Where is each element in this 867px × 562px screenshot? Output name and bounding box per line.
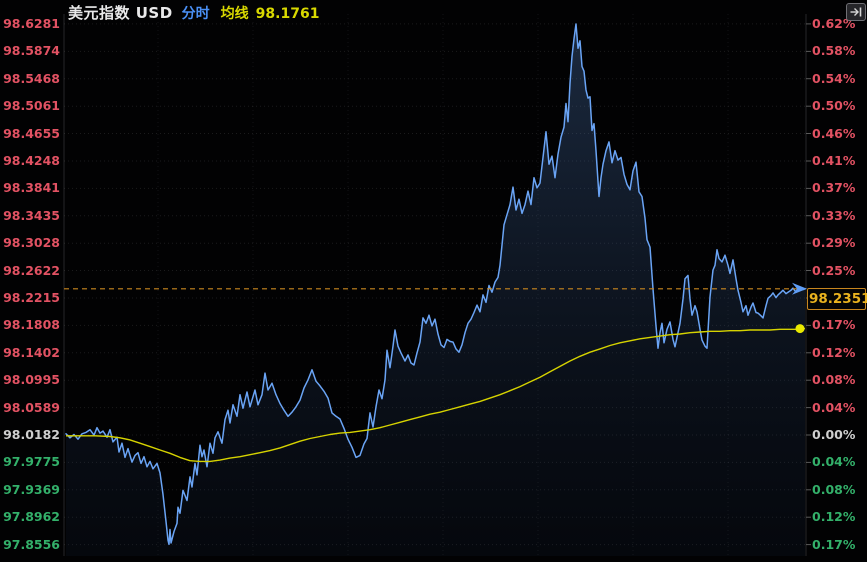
price-axis-label: 98.5061 bbox=[3, 98, 60, 114]
percent-axis-label: 0.08% bbox=[812, 481, 856, 497]
ma-legend-value: 98.1761 bbox=[255, 6, 320, 22]
price-axis-label: 98.5468 bbox=[3, 70, 60, 86]
price-axis-label: 98.4248 bbox=[3, 152, 60, 168]
price-line bbox=[65, 23, 806, 546]
instrument-title: 美元指数 USD bbox=[68, 4, 173, 22]
percent-axis-label: 0.00% bbox=[812, 427, 856, 442]
price-axis-label: 98.3435 bbox=[3, 207, 60, 223]
price-axis-label: 98.0589 bbox=[3, 399, 60, 415]
percent-axis-label: 0.04% bbox=[812, 399, 856, 415]
price-axis-label: 97.9369 bbox=[3, 481, 60, 497]
price-axis-label: 98.2215 bbox=[3, 289, 60, 305]
left-axis: 98.6281 98.5874 98.5468 98.5061 98.4655 98.42… bbox=[0, 0, 60, 562]
percent-axis-label: 0.62% bbox=[812, 15, 856, 31]
price-axis-label: 98.0182 bbox=[3, 427, 60, 442]
current-price-marker-icon bbox=[792, 282, 807, 295]
percent-axis-label: 0.33% bbox=[812, 207, 856, 223]
percent-axis-label: 0.41% bbox=[812, 152, 856, 168]
percent-axis-label: 0.12% bbox=[812, 509, 856, 525]
price-axis-label: 98.4655 bbox=[3, 125, 60, 141]
percent-axis-label: 0.54% bbox=[812, 70, 856, 86]
ma-endpoint-dot-icon bbox=[795, 324, 805, 334]
price-axis-label: 98.1402 bbox=[3, 344, 60, 360]
right-axis: 0.62% 0.58% 0.54% 0.50% 0.46% 0.41% 0.37% 0.33%… bbox=[812, 0, 867, 562]
percent-axis-label: 0.46% bbox=[812, 125, 856, 141]
price-axis-label: 98.5874 bbox=[3, 43, 60, 59]
price-axis-label: 97.9775 bbox=[3, 454, 60, 470]
percent-axis-label: 0.12% bbox=[812, 344, 856, 360]
price-axis-label: 98.3028 bbox=[3, 235, 60, 251]
percent-axis-label: 0.17% bbox=[812, 317, 856, 333]
price-axis-label: 98.6281 bbox=[3, 15, 60, 31]
percent-axis-label: 0.50% bbox=[812, 98, 856, 114]
percent-axis-label: 0.29% bbox=[812, 235, 856, 251]
percent-axis-label: 0.17% bbox=[812, 536, 856, 552]
price-axis-label: 98.2622 bbox=[3, 262, 60, 278]
collapse-right-icon bbox=[849, 5, 863, 19]
panel-toggle-button[interactable] bbox=[846, 3, 866, 21]
percent-axis-label: 0.37% bbox=[812, 180, 856, 196]
percent-axis-label: 0.25% bbox=[812, 262, 856, 278]
price-axis-label: 98.0995 bbox=[3, 372, 60, 388]
price-axis-label: 98.1808 bbox=[3, 317, 60, 333]
price-axis-label: 98.3841 bbox=[3, 180, 60, 196]
price-axis-label: 97.8556 bbox=[3, 536, 60, 552]
ma-line bbox=[66, 327, 806, 463]
ma-legend-label: 均线 bbox=[220, 6, 249, 22]
price-axis-label: 97.8962 bbox=[3, 509, 60, 525]
price-area-fill bbox=[66, 24, 805, 556]
percent-axis-label: 0.04% bbox=[812, 454, 856, 470]
percent-axis-label: 0.58% bbox=[812, 43, 856, 59]
current-price-badge: 98.2351 bbox=[807, 288, 867, 310]
chart-header: 美元指数 USD 分时 均线 98.1761 bbox=[68, 2, 319, 23]
percent-axis-label: 0.08% bbox=[812, 372, 856, 388]
timeframe-tab[interactable]: 分时 bbox=[181, 6, 210, 22]
